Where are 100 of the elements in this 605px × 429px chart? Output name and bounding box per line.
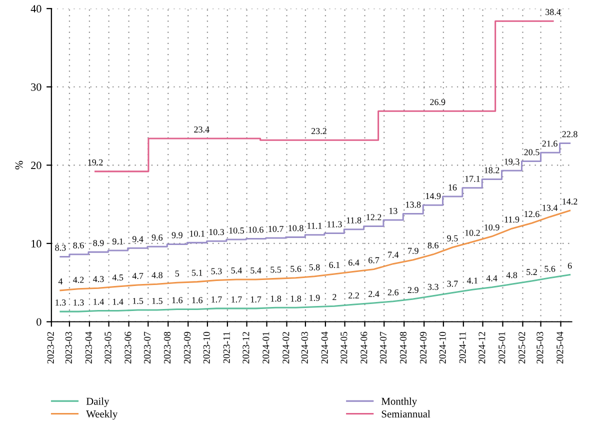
legend-label: Weekly [86,410,118,420]
data-label: 2.2 [348,292,359,299]
x-tick-label: 2024-12 [478,332,486,364]
data-label: 18.2 [484,167,500,174]
data-label: 10.5 [229,227,244,234]
data-label: 2.4 [368,290,380,297]
data-label: 19.3 [504,158,520,165]
data-label: 10.2 [465,230,480,236]
data-label: 5.2 [526,268,537,276]
legend-label: Daily [86,397,110,407]
data-label: 1.7 [212,296,222,302]
data-label: 23.2 [311,128,326,134]
data-label: 6 [568,262,572,269]
data-label: 10.6 [248,226,264,233]
data-label: 5.3 [211,268,222,274]
x-tick-label: 2024-07 [380,332,387,364]
data-label: 5.4 [231,267,242,274]
data-label: 1.9 [310,294,320,301]
data-label: 10.1 [190,230,204,237]
data-label: 2.9 [408,286,418,294]
data-label: 1.8 [290,296,302,302]
data-label: 11.1 [308,222,322,229]
y-axis-title: % [15,160,23,170]
x-tick-label: 2024-01 [262,332,270,364]
y-tick-label: 0 [36,318,42,326]
data-label: 7.9 [408,248,418,254]
y-tick-label: 20 [31,162,42,170]
x-tick-label: 2023-09 [184,332,191,364]
x-tick-label: 2024-03 [301,332,308,364]
data-label: 1.7 [232,296,242,302]
data-label: 19.2 [88,159,103,166]
x-tick-label: 2023-12 [242,332,250,364]
data-label: 22.8 [562,131,578,138]
data-label: 1.7 [250,296,262,302]
data-label: 9.9 [172,232,182,238]
data-label: 23.4 [194,126,210,133]
data-label: 6.1 [329,262,340,268]
legend-label: Semiannual [382,410,430,418]
data-label: 7.4 [388,252,399,258]
data-label: 8.3 [55,244,66,251]
x-tick-label: 2023-10 [203,332,210,364]
x-tick-label: 2023-06 [124,332,132,364]
data-label: 11.8 [346,217,362,224]
data-label: 1.6 [192,297,203,304]
data-label: 21.6 [542,140,558,147]
data-label: 11.9 [504,216,520,223]
data-label: 1.6 [172,297,183,304]
x-tick-label: 2023-08 [164,332,171,364]
data-label: 10.9 [484,224,500,230]
data-label: 4.8 [506,272,518,278]
data-label: 4.1 [466,278,478,284]
data-label: 5.5 [270,266,282,273]
data-label: 4.7 [132,272,144,279]
data-label: 14.9 [426,193,441,200]
data-label: 10.8 [288,225,304,232]
data-label: 5 [175,270,180,277]
data-label: 12.2 [366,214,382,220]
data-label: 8.6 [428,242,438,248]
x-tick-label: 2023-02 [47,332,54,364]
data-label: 4.4 [486,275,498,282]
y-tick-label: 10 [32,240,42,248]
data-label: 9.6 [152,234,163,241]
data-label: 20.5 [524,149,540,156]
data-label: 5.6 [544,266,556,272]
x-tick-label: 2024-05 [340,332,348,364]
data-label: 8.6 [73,242,84,248]
data-label: 13.4 [542,204,558,211]
x-tick-label: 2025-04 [556,332,564,364]
x-tick-label: 2023-04 [85,332,92,364]
x-tick-label: 2024-11 [459,332,466,364]
x-tick-label: 2023-11 [223,332,230,364]
data-label: 3.7 [447,280,458,287]
data-label: 2.6 [388,289,399,296]
data-label: 6.4 [348,260,360,266]
x-tick-label: 2023-07 [144,332,151,364]
data-label: 9.1 [112,238,123,245]
data-label: 4 [58,278,63,284]
data-label: 9.4 [132,236,144,242]
data-label: 5.8 [309,264,320,270]
x-tick-label: 2024-10 [439,332,446,364]
x-tick-label: 2023-05 [104,332,112,364]
data-label: 13.8 [406,202,421,208]
data-label: 9.5 [447,235,458,242]
data-label: 8.9 [93,240,104,246]
data-label: 13 [389,208,398,214]
data-label: 10.7 [268,226,284,232]
x-tick-label: 2025-02 [518,332,526,364]
x-tick-label: 2024-08 [400,332,407,364]
data-label: 4.2 [73,276,84,283]
data-label: 16 [448,184,457,190]
data-label: 26.9 [430,99,446,106]
x-tick-label: 2024-02 [282,332,290,364]
y-tick-label: 30 [31,83,42,91]
x-tick-label: 2025-01 [498,332,506,364]
data-label: 17.1 [465,176,480,182]
data-label: 6.7 [368,257,380,264]
data-label: 3.3 [428,284,438,290]
data-label: 1.5 [152,298,162,304]
x-tick-label: 2023-03 [65,332,72,364]
data-label: 11.3 [328,221,342,228]
